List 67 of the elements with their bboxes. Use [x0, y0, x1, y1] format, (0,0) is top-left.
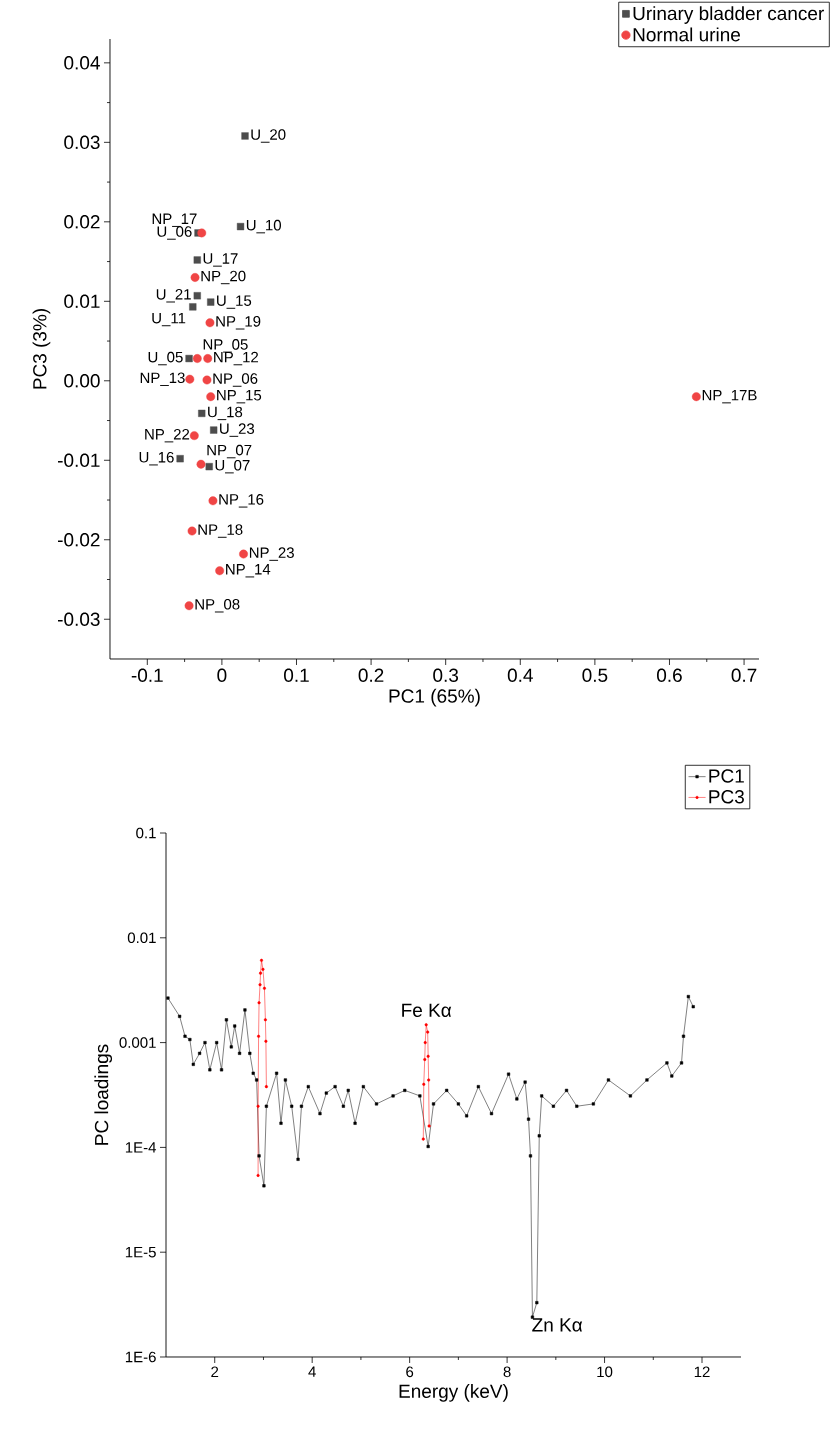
annotation: U_17 — [203, 253, 238, 267]
x-tick-label: 12 — [694, 1366, 710, 1377]
x-tick-label: 4 — [308, 1366, 316, 1377]
x-tick-label: 0.4 — [507, 668, 533, 682]
annotation: U_05 — [148, 351, 183, 366]
annotation: NP_05 — [203, 339, 248, 353]
y-tick-label: 0.1 — [136, 827, 156, 839]
y-tick-label: -0.01 — [58, 453, 100, 468]
annotation: NP_15 — [217, 390, 262, 404]
y-tick-label: -0.03 — [58, 612, 100, 626]
x-tick-label: -0.1 — [131, 668, 163, 682]
y-tick-label: 0.03 — [64, 135, 100, 150]
annotation: NP_14 — [226, 564, 271, 578]
legend-label: PC3 — [709, 790, 744, 804]
annotation: U_21 — [156, 289, 191, 303]
annotation: NP_13 — [140, 372, 185, 386]
x-tick-label: 2 — [211, 1366, 219, 1377]
x-tick-label: 0.7 — [731, 668, 757, 682]
legend-label: PC1 — [709, 769, 744, 783]
x-tick-label: 0.6 — [657, 668, 682, 682]
annotation: U_20 — [251, 129, 286, 143]
x-tick-label: 0.1 — [284, 668, 309, 682]
y-tick-label: 1E-6 — [125, 1351, 156, 1363]
x-tick-label: 0.5 — [582, 668, 608, 682]
annotation: NP_16 — [219, 494, 264, 508]
annotation: NP_17B — [702, 390, 757, 404]
x-axis-title: Energy (keV) — [399, 1384, 508, 1402]
y-tick-label: 1E-5 — [125, 1246, 156, 1258]
annotation: Fe Kα — [402, 1003, 452, 1017]
annotation: NP_23 — [249, 547, 294, 561]
annotation: NP_19 — [216, 316, 261, 330]
y-tick-label: 0.001 — [119, 1037, 156, 1048]
x-axis-title: PC1 (65%) — [389, 688, 480, 707]
x-tick-label: 0 — [217, 668, 227, 682]
annotation: U_10 — [246, 219, 281, 234]
annotation: U_23 — [220, 423, 255, 437]
annotation: NP_06 — [213, 373, 258, 387]
x-tick-label: 0.2 — [358, 668, 384, 682]
annotation: U_07 — [215, 459, 250, 474]
y-tick-label: 0.02 — [64, 215, 100, 229]
legend-label: Urinary bladder cancer — [633, 6, 824, 24]
annotation: NP_07 — [207, 444, 252, 459]
annotation: Zn Kα — [532, 1318, 583, 1332]
annotation: U_06 — [157, 226, 192, 240]
y-tick-label: -0.02 — [58, 533, 100, 547]
y-axis-title: PC loadings — [94, 1044, 113, 1145]
annotation: NP_20 — [201, 270, 246, 285]
annotation: NP_08 — [195, 599, 240, 613]
y-tick-label: 0.00 — [64, 374, 100, 388]
annotation: U_16 — [139, 451, 174, 466]
x-tick-label: 6 — [406, 1366, 414, 1378]
annotation: NP_22 — [145, 428, 190, 443]
x-tick-label: 0.3 — [433, 668, 459, 682]
y-tick-label: 0.04 — [64, 56, 100, 70]
annotation: NP_17 — [152, 213, 197, 227]
annotation: U_18 — [208, 406, 243, 421]
annotation: U_15 — [217, 295, 252, 309]
legend-label: Normal urine — [633, 27, 740, 42]
y-axis-title: PC3 (3%) — [32, 309, 51, 389]
annotation: U_11 — [152, 312, 186, 327]
x-tick-label: 8 — [503, 1366, 511, 1378]
y-tick-label: 0.01 — [127, 932, 156, 944]
annotation: NP_18 — [198, 524, 243, 538]
x-tick-label: 10 — [597, 1366, 613, 1378]
y-tick-label: 0.01 — [64, 294, 100, 309]
y-tick-label: 1E-4 — [125, 1142, 157, 1153]
annotation: NP_12 — [214, 351, 259, 366]
